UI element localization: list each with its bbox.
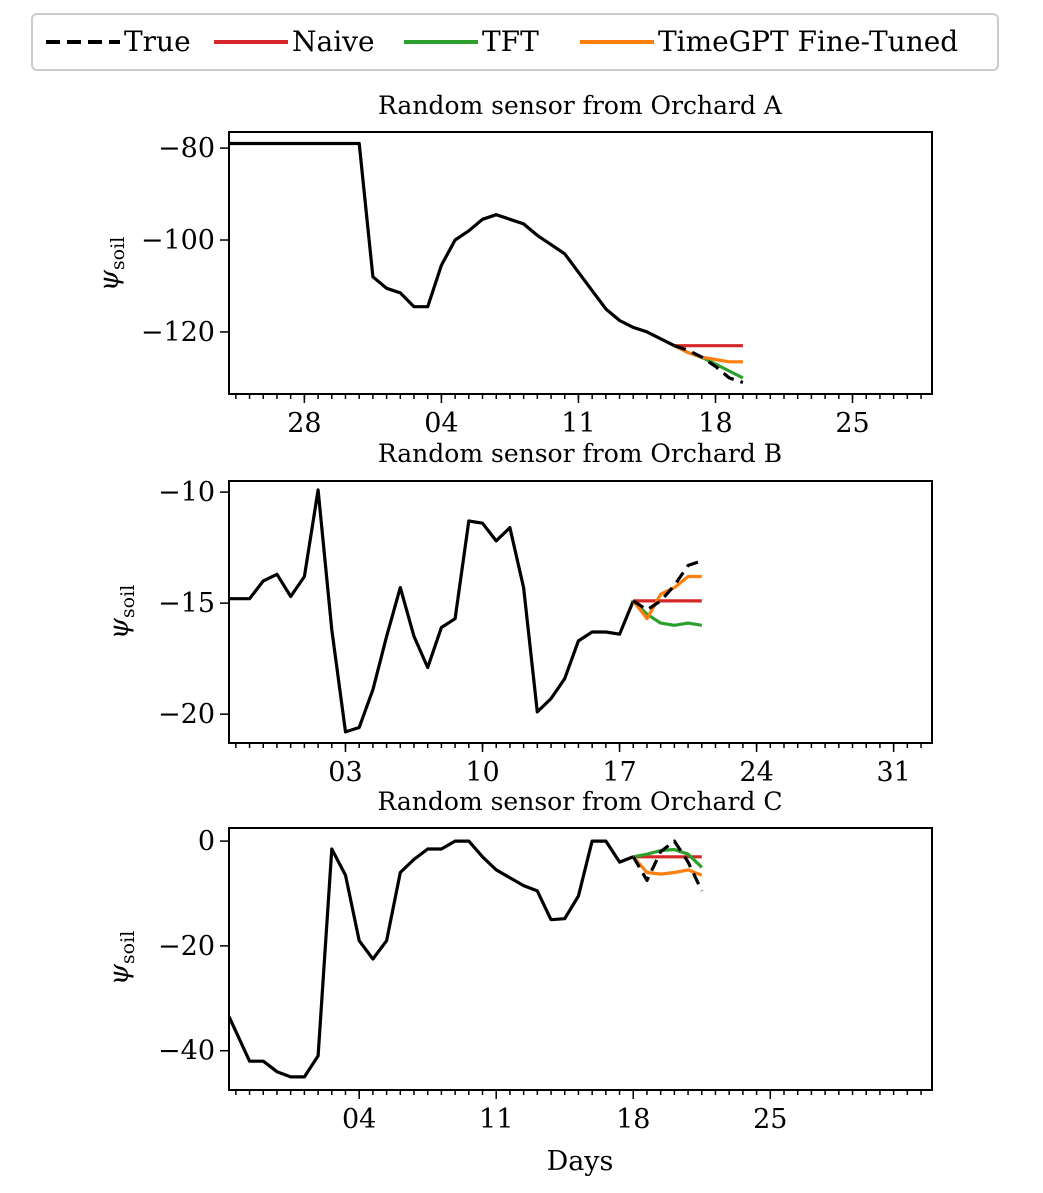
panel-c-y-tick-label: −20: [158, 931, 215, 962]
panel-c-plot: 04 11 18 25 0 −20 −40: [158, 826, 922, 1135]
panel-c-x-tick-label: 25: [753, 1104, 787, 1135]
panel-b-ylabel-psi: ψ: [104, 617, 135, 639]
panel-c-ylabel: ψsoil: [104, 931, 139, 986]
panel-c-axes-frame: [228, 827, 933, 1091]
panel-a-ylabel: ψsoil: [94, 237, 129, 292]
panel-c-y-tick-label: 0: [198, 826, 215, 857]
panel-orchard-b: Random sensor from Orchard B ψsoil 03 10 1…: [104, 439, 933, 788]
panel-a-y-tick-label: −100: [141, 225, 215, 256]
panel-b-ylabel: ψsoil: [104, 585, 139, 640]
panel-c-series: [229, 839, 704, 1079]
panel-b-history-line: [229, 488, 635, 734]
panel-b-plot: 03 10 17 24 31 −10 −15 −20: [158, 477, 922, 788]
panel-b-x-tick-label: 10: [465, 757, 499, 788]
panel-b-x-tick-label: 31: [876, 757, 910, 788]
panel-a-plot: 28 04 11 18 25 −80 −100 −120: [141, 133, 922, 439]
panel-orchard-c: Random sensor from Orchard C ψsoil 04 11 1…: [104, 787, 933, 1135]
panel-a-x-tick-label: 04: [424, 408, 458, 439]
panel-a-x-tick-label: 18: [698, 408, 732, 439]
panel-b-x-tick-label: 24: [739, 757, 773, 788]
panel-c-title: Random sensor from Orchard C: [377, 787, 782, 816]
legend-label-tft: TFT: [482, 25, 539, 58]
legend-label-timegpt: TimeGPT Fine-Tuned: [658, 25, 958, 58]
legend-label-true: True: [124, 25, 191, 58]
panel-a-x-tick-label: 11: [561, 408, 595, 439]
panel-a-y-tick-label: −120: [141, 317, 215, 348]
panel-c-true-line: [631, 839, 704, 892]
panel-c-ylabel-psi: ψ: [104, 963, 135, 985]
panel-a-true-line: [673, 344, 744, 385]
panel-c-timegpt-line: [632, 855, 703, 877]
panel-a-x-tick-label: 25: [835, 408, 869, 439]
panel-c-x-tick-label: 11: [479, 1104, 513, 1135]
panel-a-history-line: [229, 141, 676, 348]
panel-b-series: [229, 488, 703, 734]
panel-a-axes-frame: [228, 131, 933, 395]
panel-b-tft-line: [632, 599, 703, 627]
panel-b-y-tick-label: −10: [158, 477, 215, 508]
panel-c-y-tick-label: −40: [158, 1036, 215, 1067]
panel-b-axes-frame: [228, 480, 933, 744]
panel-b-ylabel-sub: soil: [117, 585, 139, 618]
panel-b-title: Random sensor from Orchard B: [378, 439, 782, 468]
legend-label-naive: Naive: [292, 25, 375, 58]
panel-a-title: Random sensor from Orchard A: [378, 91, 783, 120]
panel-c-history-line: [229, 839, 634, 1079]
panel-b-timegpt-line: [632, 574, 702, 621]
legend: True Naive TFT TimeGPT Fine-Tuned: [31, 13, 999, 71]
panel-a-ylabel-psi: ψ: [94, 269, 125, 291]
panel-b-x-tick-label: 17: [602, 757, 636, 788]
panel-b-true-line: [632, 559, 703, 612]
panel-orchard-a: Random sensor from Orchard A ψsoil 28 04 1…: [94, 91, 933, 439]
panel-b-y-tick-label: −15: [158, 588, 215, 619]
panel-b-x-tick-label: 03: [328, 757, 362, 788]
panel-a-timegpt-line: [673, 344, 743, 364]
panel-a-y-tick-label: −80: [158, 133, 215, 164]
legend-box: [31, 13, 999, 71]
panel-a-series: [229, 141, 744, 385]
x-axis-label: Days: [547, 1146, 614, 1177]
panel-c-x-tick-label: 04: [342, 1104, 376, 1135]
panel-c-x-tick-label: 18: [616, 1104, 650, 1135]
panel-c-ylabel-sub: soil: [117, 931, 139, 964]
panel-c-tft-line: [633, 847, 703, 869]
panel-b-y-tick-label: −20: [158, 699, 215, 730]
panel-a-x-tick-label: 28: [287, 408, 321, 439]
panel-a-ylabel-sub: soil: [107, 237, 129, 270]
